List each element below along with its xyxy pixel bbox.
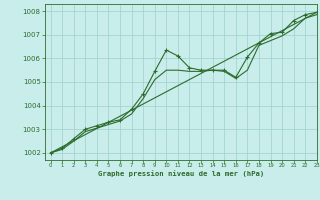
X-axis label: Graphe pression niveau de la mer (hPa): Graphe pression niveau de la mer (hPa)	[98, 171, 264, 177]
